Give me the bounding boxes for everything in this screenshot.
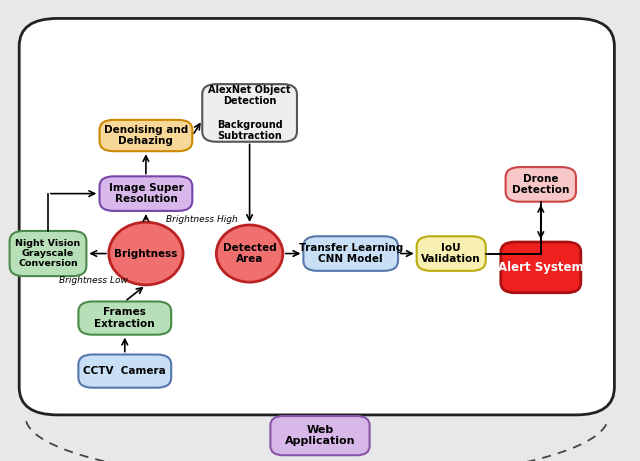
Text: Brightness Low: Brightness Low — [59, 276, 128, 285]
FancyBboxPatch shape — [270, 416, 370, 455]
FancyBboxPatch shape — [417, 236, 486, 271]
FancyBboxPatch shape — [500, 242, 581, 293]
Text: AlexNet Object
Detection

Background
Subtraction: AlexNet Object Detection Background Subt… — [209, 85, 291, 141]
FancyBboxPatch shape — [79, 301, 172, 335]
Text: Night Vision
Grayscale
Conversion: Night Vision Grayscale Conversion — [15, 239, 81, 268]
FancyBboxPatch shape — [19, 18, 614, 415]
FancyBboxPatch shape — [202, 84, 297, 142]
FancyBboxPatch shape — [100, 120, 192, 151]
Text: IoU
Validation: IoU Validation — [421, 243, 481, 264]
Text: Image Super
Resolution: Image Super Resolution — [109, 183, 183, 204]
FancyBboxPatch shape — [506, 167, 576, 202]
Ellipse shape — [109, 222, 183, 285]
Text: Denoising and
Dehazing: Denoising and Dehazing — [104, 125, 188, 146]
Text: Alert System: Alert System — [498, 261, 584, 274]
FancyBboxPatch shape — [10, 231, 86, 276]
Text: CCTV  Camera: CCTV Camera — [83, 366, 166, 376]
FancyBboxPatch shape — [100, 177, 192, 211]
Text: Frames
Extraction: Frames Extraction — [95, 307, 155, 329]
Text: Transfer Learning
CNN Model: Transfer Learning CNN Model — [299, 243, 403, 264]
Text: Detected
Area: Detected Area — [223, 243, 276, 264]
Text: Brightness High: Brightness High — [166, 215, 238, 224]
Text: Web
Application: Web Application — [285, 425, 355, 446]
FancyBboxPatch shape — [303, 236, 398, 271]
Text: Brightness: Brightness — [114, 248, 178, 259]
FancyBboxPatch shape — [79, 355, 172, 388]
Text: Drone
Detection: Drone Detection — [512, 174, 570, 195]
Ellipse shape — [216, 225, 283, 282]
